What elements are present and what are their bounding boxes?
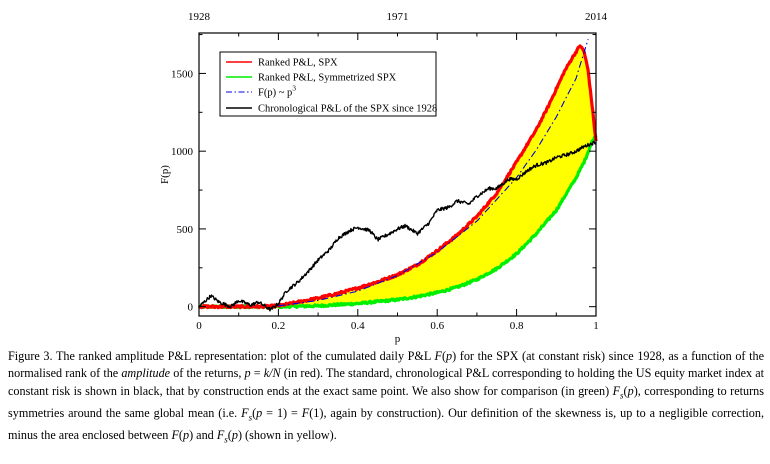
top-year-label: 1971	[387, 11, 409, 23]
legend-superscript: 3	[292, 84, 296, 93]
series-chronological-spx	[198, 140, 597, 312]
caption-math: F	[241, 405, 249, 420]
top-year-label: 2014	[585, 11, 608, 23]
caption-text-run: (1), again by construction). Our definit…	[8, 405, 765, 442]
legend-label: Chronological P&L of the SPX since 1928	[258, 104, 437, 115]
legend-label: Ranked P&L, Symmetrized SPX	[258, 73, 397, 84]
caption-text-run: =	[250, 366, 264, 381]
caption-text-run: (in red). The standard, chronological P&…	[8, 366, 764, 398]
caption-math: k/N	[263, 366, 281, 381]
caption-text-run: ) for the SPX (at constant risk) since 1…	[8, 349, 764, 381]
legend-label: Ranked P&L, SPX	[258, 58, 338, 69]
caption-text-run: ) (shown in yellow).	[237, 427, 337, 442]
y-axis-title: F(p)	[159, 165, 171, 184]
x-tick-label: 1	[593, 320, 599, 332]
legend: Ranked P&L, SPX Ranked P&L, Symmetrized S…	[219, 51, 437, 117]
caption-math: p	[231, 427, 238, 442]
chart: 0 0.2 0.4 0.6 0.8 1 0 500 1000 1500 p F(p) 1928 1971 2…	[159, 11, 608, 345]
figure-caption: Figure 3. The ranked amplitude P&L repre…	[8, 348, 764, 448]
caption-text-run: ), corresponding to returns symmetries a…	[8, 383, 764, 420]
caption-math: p	[627, 383, 634, 398]
caption-math-subscript: s	[224, 433, 228, 444]
caption-math: F	[301, 405, 310, 420]
caption-text-run: (	[252, 405, 257, 420]
caption-math: amplitude	[121, 366, 171, 381]
caption-text-run: (	[623, 383, 628, 398]
caption-math: F	[612, 383, 621, 398]
y-tick-label: 1000	[171, 146, 194, 158]
plot-area	[197, 39, 598, 312]
x-tick-label: 0.6	[430, 320, 444, 332]
caption-math: p	[256, 405, 263, 420]
legend-box	[219, 51, 437, 117]
x-axis-title: p	[395, 333, 401, 345]
x-tick-label: 0.8	[510, 320, 524, 332]
top-year-label: 1928	[188, 11, 211, 23]
x-tick-label: 0.4	[351, 320, 365, 332]
caption-text-run: Figure 3. The ranked amplitude P&L repre…	[8, 349, 435, 363]
caption-math: F	[434, 349, 442, 363]
caption-math: p	[446, 349, 453, 363]
caption-math: p	[244, 366, 251, 381]
legend-label: F(p) ~ p3	[258, 84, 296, 99]
caption-text-run: ) and	[189, 427, 217, 442]
yellow-fill-area	[199, 45, 596, 307]
y-tick-label: 500	[177, 224, 194, 236]
caption-math: F	[216, 427, 225, 442]
caption-math: F	[171, 427, 179, 442]
y-tick-label: 0	[188, 302, 194, 314]
caption-math: p	[182, 427, 190, 442]
caption-text-run: (	[227, 427, 232, 442]
caption-text-run: of the returns,	[170, 366, 245, 381]
caption-text: Figure 3. The ranked amplitude P&L repre…	[8, 348, 764, 448]
y-tick-label: 1500	[171, 68, 194, 80]
caption-text-run: (	[441, 349, 447, 363]
caption-text-run: = 1) =	[262, 405, 302, 420]
caption-math-subscript: s	[248, 412, 253, 423]
axes: 0 0.2 0.4 0.6 0.8 1 0 500 1000 1500 p F(p) 1928 1971 2…	[159, 11, 608, 345]
caption-text-run: (	[178, 427, 183, 442]
x-tick-label: 0	[196, 320, 202, 332]
x-tick-label: 0.2	[272, 320, 286, 332]
caption-math-subscript: s	[620, 390, 624, 401]
series-p-cubed	[278, 39, 589, 307]
